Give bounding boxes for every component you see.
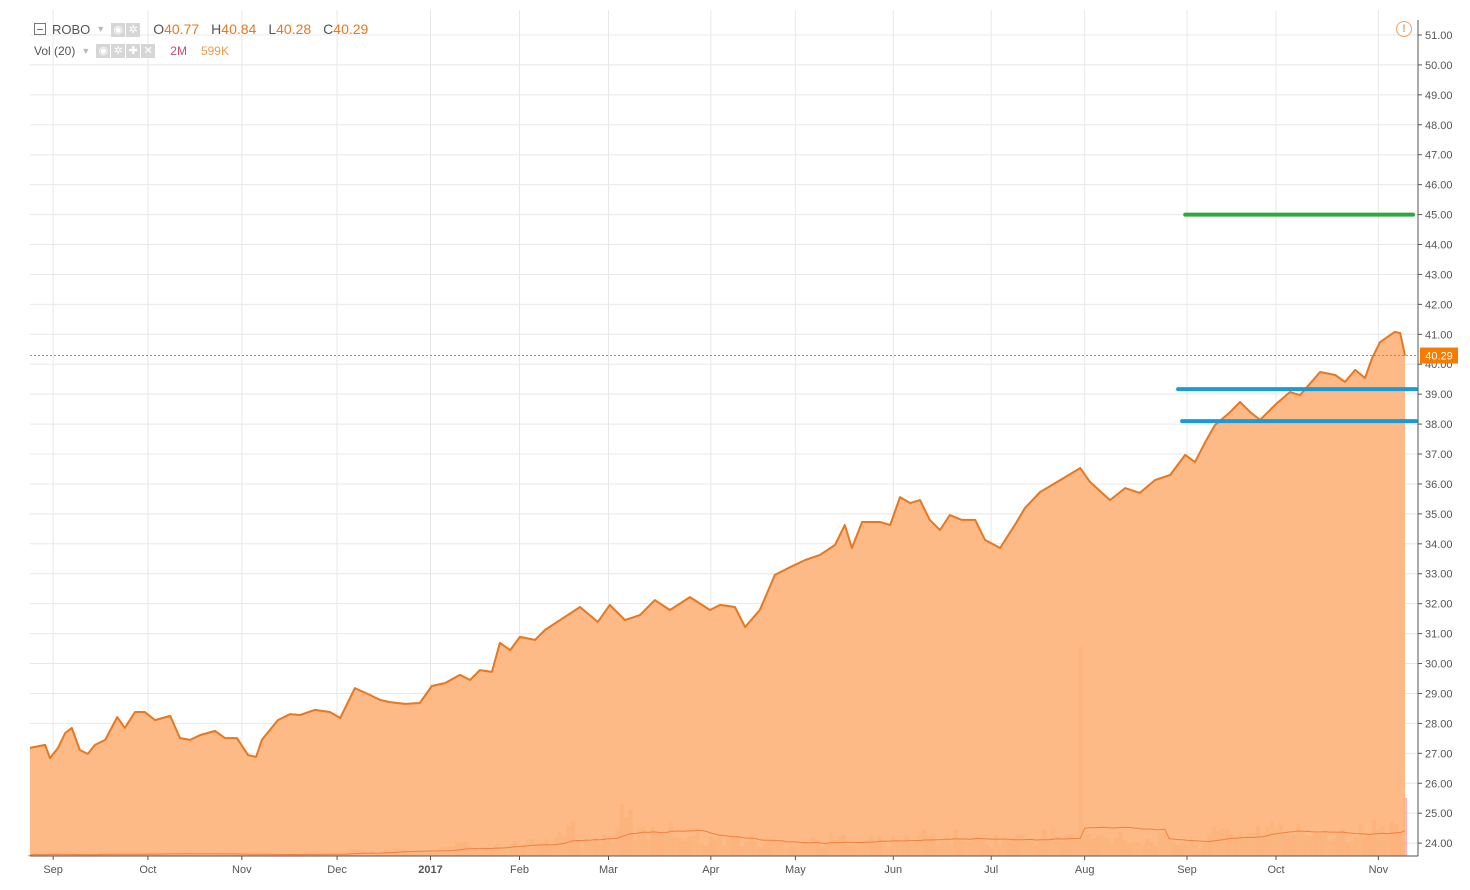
last-price-label: 40.29 xyxy=(1425,351,1453,363)
close-icon[interactable]: ✕ xyxy=(141,44,156,58)
gear-icon[interactable]: ✲ xyxy=(126,23,141,37)
low-value: 40.28 xyxy=(276,21,312,37)
y-tick-label: 27.00 xyxy=(1425,748,1453,760)
y-tick-label: 28.00 xyxy=(1425,718,1453,730)
x-tick-label: 2017 xyxy=(418,864,442,876)
x-tick-label: Nov xyxy=(232,864,252,876)
x-tick-label: May xyxy=(785,864,806,876)
y-tick-label: 26.00 xyxy=(1425,778,1453,790)
y-tick-label: 51.00 xyxy=(1425,30,1453,42)
price-line xyxy=(29,330,1406,760)
high-label: H xyxy=(211,21,222,37)
y-tick-label: 49.00 xyxy=(1425,90,1453,102)
volume-study-name[interactable]: Vol (20) xyxy=(34,43,76,58)
open-value: 40.77 xyxy=(164,21,200,37)
y-tick-label: 43.00 xyxy=(1425,269,1453,281)
y-tick-label: 47.00 xyxy=(1425,150,1453,162)
y-tick-label: 35.00 xyxy=(1425,509,1453,521)
eye-icon[interactable]: ◉ xyxy=(111,23,126,37)
chevron-down-icon[interactable]: ▼ xyxy=(96,24,106,34)
y-tick-label: 50.00 xyxy=(1425,60,1453,72)
axes: 51.00 50.00 49.00 48.00 47.00 46.00 45.00 44.00… xyxy=(30,20,1458,876)
symbol-name[interactable]: ROBO xyxy=(52,21,91,37)
x-tick-label: Apr xyxy=(702,864,719,876)
y-tick-label: 31.00 xyxy=(1425,629,1453,641)
y-tick-label: 25.00 xyxy=(1425,808,1453,820)
collapse-icon[interactable] xyxy=(34,23,46,35)
y-tick-label: 41.00 xyxy=(1425,329,1453,341)
y-tick-label: 37.00 xyxy=(1425,449,1453,461)
volume-ma-line xyxy=(29,826,1406,856)
low-label: L xyxy=(268,21,277,37)
y-tick-label: 32.00 xyxy=(1425,599,1453,611)
x-tick-label: Mar xyxy=(599,864,618,876)
high-value: 40.84 xyxy=(221,21,257,37)
open-label: O xyxy=(153,21,165,37)
y-tick-label: 44.00 xyxy=(1425,240,1453,252)
last-price-badge xyxy=(1420,347,1458,364)
y-tick-label: 33.00 xyxy=(1425,569,1453,581)
x-tick-label: Jun xyxy=(884,864,902,876)
x-tick-label: Nov xyxy=(1369,864,1389,876)
y-tick-label: 46.00 xyxy=(1425,180,1453,192)
x-tick-label: Oct xyxy=(1267,864,1284,876)
x-tick-label: Dec xyxy=(327,864,347,876)
x-tick-label: Jul xyxy=(984,864,998,876)
volume-legend: Vol (20) ▼ ◉ ✲ ✚ ✕ 2M 599K xyxy=(34,43,229,58)
symbol-legend: ROBO ▼ ◉ ✲ O40.77 H40.84 L40.28 C40.29 xyxy=(34,21,368,37)
x-tick-label: Sep xyxy=(43,864,63,876)
volume-value: 2M xyxy=(170,43,187,58)
x-tick-label: Feb xyxy=(510,864,529,876)
y-tick-label: 42.00 xyxy=(1425,299,1453,311)
y-tick-label: 24.00 xyxy=(1425,838,1453,850)
gear-icon[interactable]: ✲ xyxy=(111,44,126,58)
chevron-down-icon[interactable]: ▼ xyxy=(81,45,91,56)
price-area-fill xyxy=(30,331,1406,856)
x-tick-label: Oct xyxy=(139,864,156,876)
y-tick-label: 29.00 xyxy=(1425,688,1453,700)
price-area xyxy=(29,330,1406,856)
x-tick-label: Aug xyxy=(1075,864,1095,876)
plus-icon[interactable]: ✚ xyxy=(126,44,141,58)
x-tick-label: Sep xyxy=(1177,864,1197,876)
y-tick-label: 48.00 xyxy=(1425,120,1453,132)
y-tick-label: 34.00 xyxy=(1425,539,1453,551)
y-tick-label: 39.00 xyxy=(1425,389,1453,401)
close-label: C xyxy=(323,21,334,37)
y-tick-label: 30.00 xyxy=(1425,659,1453,671)
y-tick-label: 36.00 xyxy=(1425,479,1453,491)
y-tick-label: 45.00 xyxy=(1425,210,1453,222)
eye-icon[interactable]: ◉ xyxy=(96,44,111,58)
level-lines xyxy=(30,212,1418,424)
volume-ma-value: 599K xyxy=(200,43,229,58)
close-value: 40.29 xyxy=(333,21,369,37)
y-tick-label: 38.00 xyxy=(1425,419,1453,431)
warning-icon[interactable]: ! xyxy=(1396,21,1412,37)
